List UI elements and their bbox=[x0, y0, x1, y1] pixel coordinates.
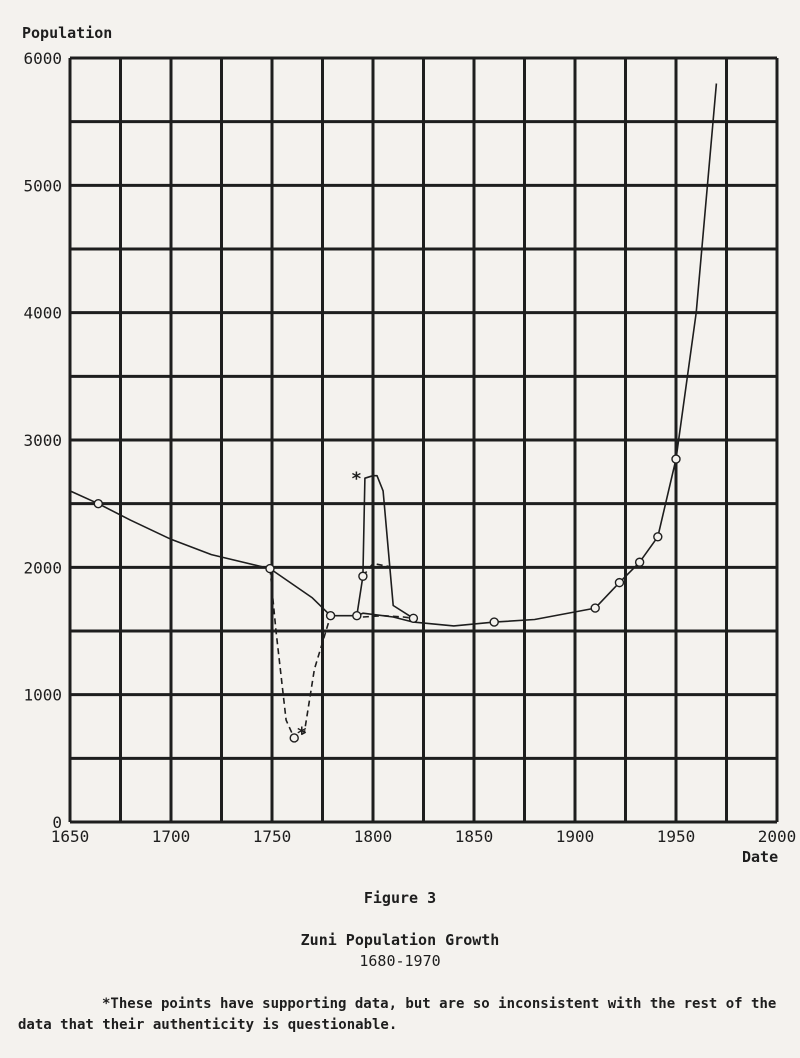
data-markers: ** bbox=[93, 454, 681, 744]
asterisk-annotation: * bbox=[296, 723, 307, 744]
tick-labels: 1650 1700 1750 1800 1850 1900 1950 2000 0 1000 200… bbox=[23, 49, 796, 846]
x-axis-label: Date bbox=[742, 848, 778, 866]
y-tick-label: 1000 bbox=[23, 686, 62, 705]
x-tick-label: 1950 bbox=[657, 827, 696, 846]
y-axis-label: Population bbox=[22, 24, 112, 42]
series-line-1 bbox=[69, 83, 718, 627]
footnote: *These points have supporting data, but … bbox=[18, 996, 777, 1033]
series-line-5 bbox=[362, 614, 414, 620]
y-tick-label: 4000 bbox=[23, 304, 62, 323]
data-point-marker bbox=[325, 611, 336, 621]
data-point-marker bbox=[265, 563, 275, 574]
data-point-marker bbox=[289, 733, 299, 743]
data-point-marker bbox=[614, 577, 625, 588]
x-tick-label: 1900 bbox=[556, 827, 595, 846]
data-point-marker bbox=[671, 454, 681, 464]
data-point-marker bbox=[489, 617, 499, 627]
x-tick-label: 1800 bbox=[354, 827, 393, 846]
series-line-3 bbox=[356, 474, 414, 619]
y-tick-label: 2000 bbox=[23, 558, 62, 577]
data-point-marker bbox=[634, 557, 645, 567]
chart-subtitle: 1680-1970 bbox=[359, 952, 441, 970]
asterisk-annotation: * bbox=[351, 469, 362, 490]
y-tick-label: 3000 bbox=[23, 431, 62, 450]
grid bbox=[68, 56, 779, 824]
x-tick-label: 1750 bbox=[253, 827, 292, 846]
series-lines bbox=[69, 83, 718, 739]
x-tick-label: 1650 bbox=[51, 827, 90, 846]
x-tick-label: 1700 bbox=[152, 827, 191, 846]
data-point-marker bbox=[358, 571, 368, 581]
data-point-marker bbox=[653, 532, 663, 542]
x-tick-label: 2000 bbox=[758, 827, 797, 846]
x-tick-label: 1850 bbox=[455, 827, 494, 846]
y-tick-label: 5000 bbox=[23, 176, 62, 195]
y-tick-label: 6000 bbox=[23, 49, 62, 68]
figure-label: Figure 3 bbox=[363, 889, 437, 907]
data-point-marker bbox=[93, 498, 103, 509]
y-tick-label: 0 bbox=[52, 813, 62, 832]
population-chart: ** 1650 1700 1750 1800 1850 1900 1950 200001000… bbox=[22, 24, 796, 866]
data-point-marker bbox=[590, 603, 600, 613]
data-point-marker bbox=[408, 613, 419, 623]
series-line-4 bbox=[362, 562, 394, 577]
data-point-marker bbox=[352, 611, 362, 621]
chart-title: Zuni Population Growth bbox=[300, 931, 500, 949]
